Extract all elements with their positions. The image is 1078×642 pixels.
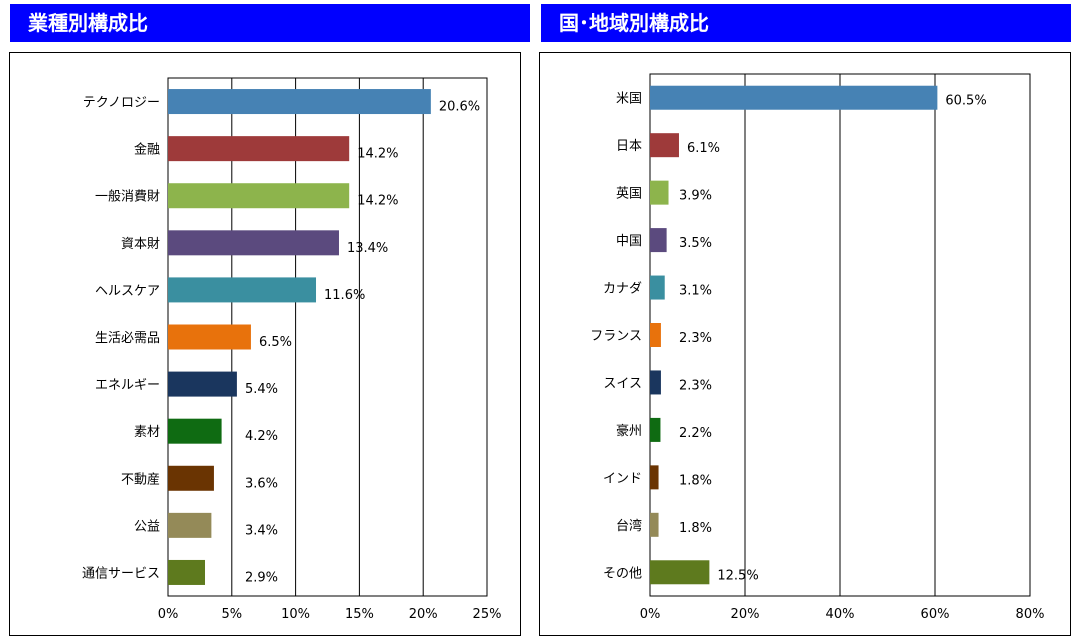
region-bar bbox=[650, 417, 661, 442]
sector-category-label: 資本財 bbox=[121, 237, 160, 252]
region-category-label: 英国 bbox=[616, 187, 642, 202]
region-category-label: インド bbox=[603, 471, 642, 486]
sector-bar bbox=[168, 418, 222, 444]
sector-value-label: 4.2% bbox=[245, 429, 278, 444]
sector-value-label: 14.2% bbox=[357, 147, 398, 162]
sector-value-label: 20.6% bbox=[439, 100, 480, 115]
region-category-label: スイス bbox=[603, 376, 642, 391]
region-bar bbox=[650, 370, 661, 395]
sector-bar bbox=[168, 230, 339, 256]
region-value-label: 2.3% bbox=[679, 331, 712, 346]
region-bar bbox=[650, 560, 710, 585]
sector-bar bbox=[168, 465, 214, 491]
region-category-label: その他 bbox=[603, 566, 642, 581]
sector-value-label: 11.6% bbox=[324, 288, 365, 303]
region-value-label: 1.8% bbox=[679, 473, 712, 488]
sector-value-label: 5.4% bbox=[245, 382, 278, 397]
sector-value-label: 13.4% bbox=[347, 241, 388, 256]
region-value-label: 3.9% bbox=[679, 189, 712, 204]
region-value-label: 3.5% bbox=[679, 236, 712, 251]
sector-category-label: ヘルスケア bbox=[95, 284, 160, 299]
region-value-label: 2.2% bbox=[679, 426, 712, 441]
sector-category-label: 公益 bbox=[134, 519, 160, 534]
sector-category-label: エネルギー bbox=[95, 378, 160, 393]
sector-x-tick-label: 10% bbox=[281, 607, 310, 622]
region-x-tick-label: 0% bbox=[640, 607, 661, 622]
region-value-label: 60.5% bbox=[945, 94, 986, 109]
region-chart-frame: 0% 20% 40% 60% 80% 米国 60.5% 日本 6.1% 英国 3.9% 中国 3.5% カ… bbox=[539, 52, 1071, 636]
region-chart-title: 国･地域別構成比 bbox=[541, 4, 1071, 42]
sector-value-label: 6.5% bbox=[259, 335, 292, 350]
region-category-label: 台湾 bbox=[616, 518, 642, 534]
region-category-label: 中国 bbox=[616, 234, 642, 249]
region-bar bbox=[650, 85, 938, 110]
region-bar bbox=[650, 323, 661, 347]
sector-bar bbox=[168, 89, 431, 115]
sector-bar bbox=[168, 183, 350, 209]
sector-bar bbox=[168, 559, 206, 585]
region-bar bbox=[650, 133, 679, 158]
region-x-tick-label: 20% bbox=[731, 607, 760, 622]
sector-bar-chart: 0% 5% 10% 15% 20% 25% テクノロジー 20.6% 金融 14.2% 一般消費財 1… bbox=[82, 77, 502, 622]
sector-value-label: 2.9% bbox=[245, 570, 278, 585]
region-x-tick-label: 60% bbox=[921, 607, 950, 622]
region-bar bbox=[650, 275, 665, 300]
region-bar bbox=[650, 465, 659, 490]
region-category-label: 米国 bbox=[616, 92, 642, 107]
sector-x-tick-label: 5% bbox=[221, 607, 242, 622]
sector-category-label: 一般消費財 bbox=[95, 189, 160, 205]
sector-category-label: テクノロジー bbox=[83, 96, 160, 111]
region-bar bbox=[650, 512, 659, 537]
region-value-label: 2.3% bbox=[679, 378, 712, 393]
sector-bar bbox=[168, 512, 212, 538]
sector-category-label: 不動産 bbox=[121, 471, 160, 487]
sector-value-label: 3.6% bbox=[245, 476, 278, 491]
region-value-label: 12.5% bbox=[717, 568, 758, 583]
region-x-tick-label: 80% bbox=[1016, 607, 1045, 622]
sector-bar bbox=[168, 136, 350, 162]
sector-category-label: 通信サービス bbox=[82, 566, 160, 581]
sector-bar bbox=[168, 324, 251, 350]
region-x-tick-label: 40% bbox=[826, 607, 855, 622]
sector-category-label: 生活必需品 bbox=[95, 331, 160, 346]
sector-x-tick-label: 25% bbox=[473, 607, 502, 622]
region-bar bbox=[650, 228, 667, 253]
sector-x-tick-label: 0% bbox=[158, 607, 179, 622]
sector-category-label: 素材 bbox=[134, 425, 160, 440]
region-category-label: フランス bbox=[590, 329, 642, 344]
region-category-label: カナダ bbox=[603, 282, 642, 297]
sector-chart-title: 業種別構成比 bbox=[10, 4, 530, 42]
sector-chart-frame: 0% 5% 10% 15% 20% 25% テクノロジー 20.6% 金融 14.2% 一般消費財 1… bbox=[9, 52, 521, 636]
sector-bar bbox=[168, 371, 237, 397]
sector-category-label: 金融 bbox=[134, 142, 160, 158]
region-category-label: 豪州 bbox=[616, 423, 642, 439]
region-bar-chart: 0% 20% 40% 60% 80% 米国 60.5% 日本 6.1% 英国 3.9% 中国 3.5% カ… bbox=[590, 73, 1045, 622]
region-bar bbox=[650, 180, 669, 205]
sector-x-tick-label: 15% bbox=[345, 607, 374, 622]
region-value-label: 6.1% bbox=[687, 141, 720, 156]
region-value-label: 3.1% bbox=[679, 284, 712, 299]
sector-value-label: 14.2% bbox=[357, 194, 398, 209]
region-category-label: 日本 bbox=[616, 139, 642, 154]
region-value-label: 1.8% bbox=[679, 521, 712, 536]
sector-x-tick-label: 20% bbox=[409, 607, 438, 622]
sector-value-label: 3.4% bbox=[245, 523, 278, 538]
sector-bar bbox=[168, 277, 317, 303]
